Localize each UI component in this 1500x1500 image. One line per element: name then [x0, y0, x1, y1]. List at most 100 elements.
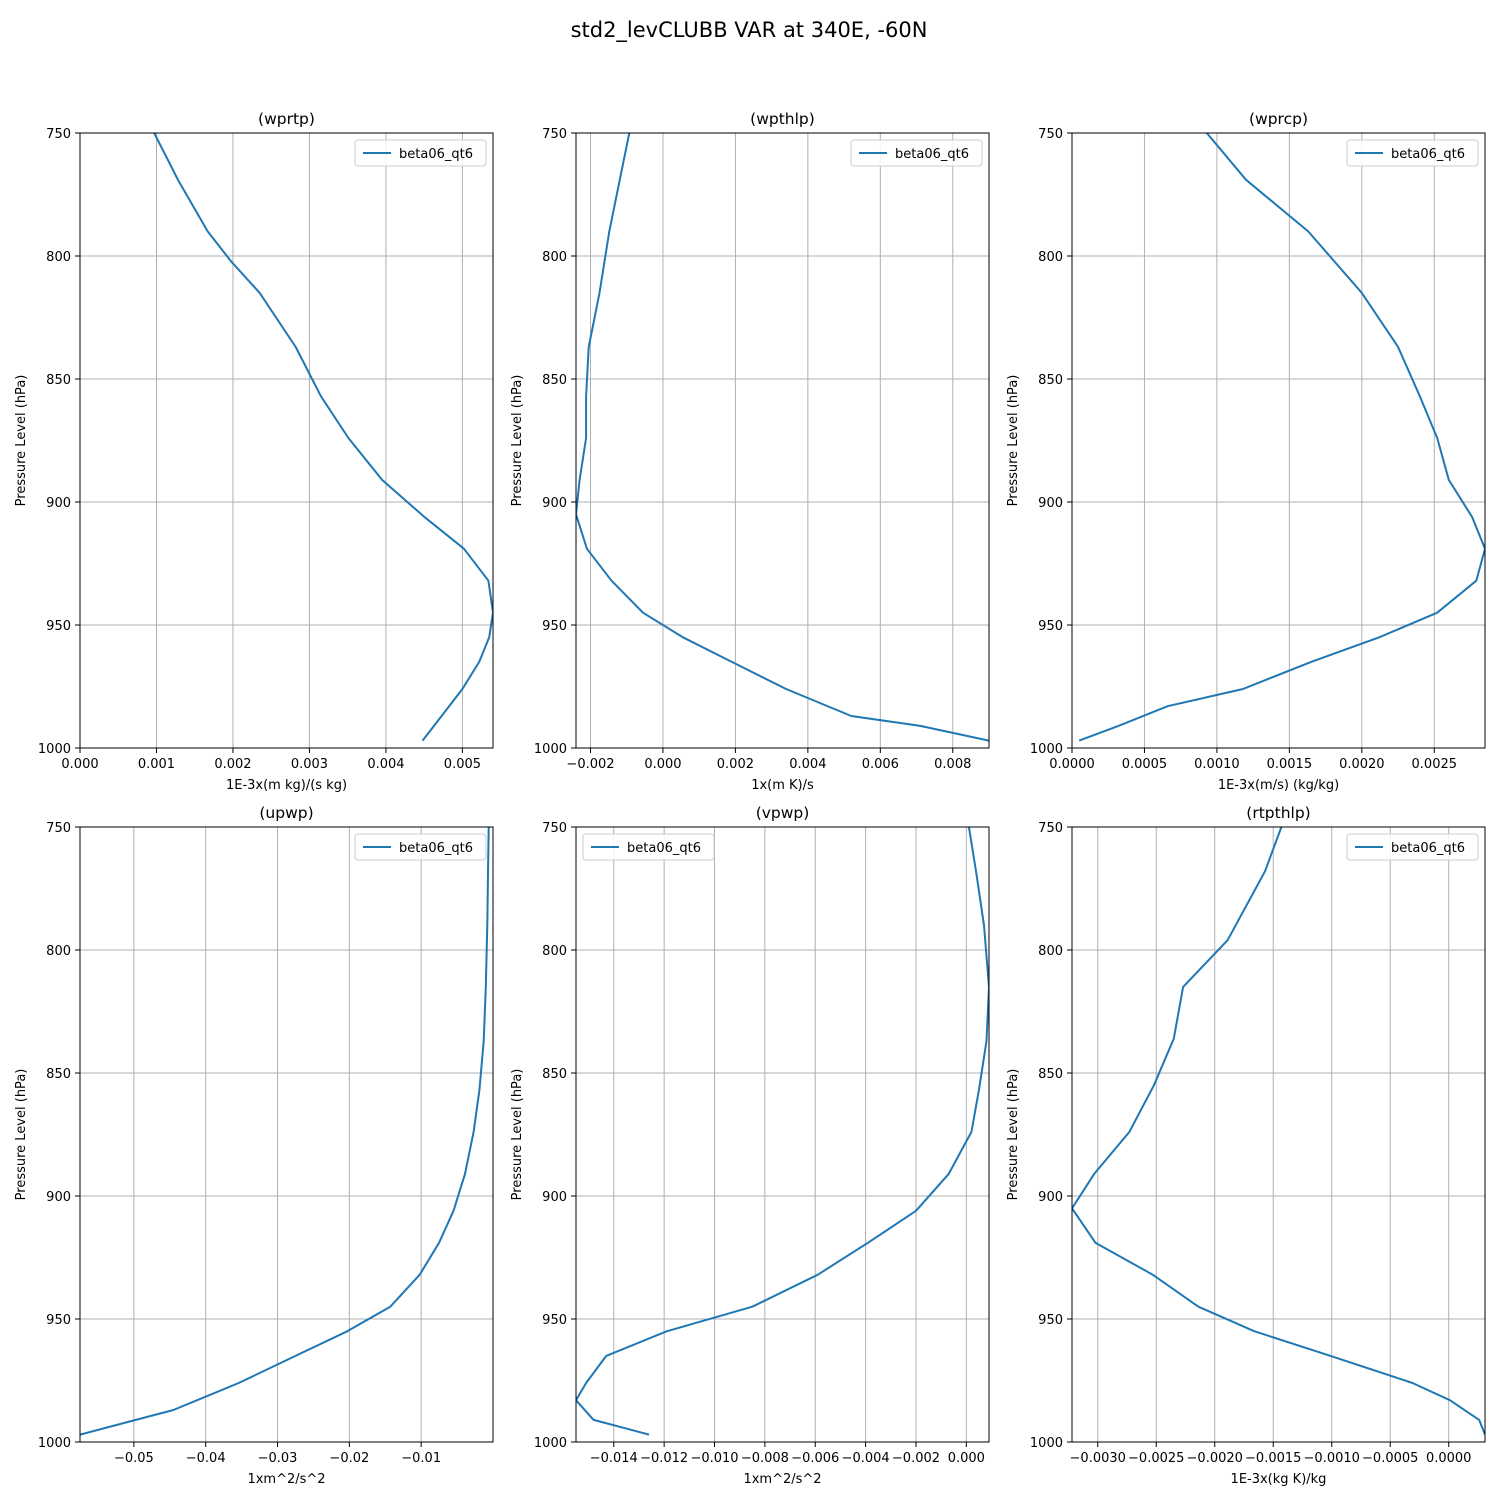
- legend-box: [354, 139, 487, 167]
- y-tick-label: 800: [46, 944, 71, 959]
- y-axis-label: Pressure Level (hPa): [14, 1069, 29, 1201]
- y-tick-label: 950: [1038, 619, 1063, 634]
- y-tick-label: 900: [1038, 496, 1063, 511]
- y-tick-label: 950: [1038, 1313, 1063, 1328]
- x-tick-label: 0.004: [789, 757, 826, 772]
- y-tick-label: 1000: [38, 742, 71, 757]
- x-tick-label: 0.0020: [1339, 757, 1385, 772]
- chart-panel: −0.0030 −0.0025 −0.0020 −0.0015 −0.0010 −0.00…: [1006, 804, 1486, 1487]
- axes-frame: [79, 132, 494, 749]
- chart-title: (rtpthlp): [1246, 804, 1310, 822]
- y-tick-label: 800: [542, 250, 567, 265]
- x-tick-label: 0.006: [862, 757, 899, 772]
- y-tick-label: 850: [542, 373, 567, 388]
- y-tick-label: 950: [542, 619, 567, 634]
- axes-frame: [79, 826, 494, 1443]
- y-tick-label: 1000: [1030, 742, 1063, 757]
- legend-label: beta06_qt6: [399, 147, 473, 162]
- figure-suptitle: std2_levCLUBB VAR at 340E, -60N: [571, 18, 928, 43]
- x-tick-label: −0.04: [186, 1451, 226, 1466]
- legend: beta06_qt6: [354, 833, 487, 861]
- series-line: [1078, 133, 1485, 742]
- x-tick-label: −0.006: [791, 1451, 839, 1466]
- x-tick-label: −0.002: [566, 757, 614, 772]
- legend-box: [1346, 833, 1479, 861]
- x-tick-label: 0.0010: [1194, 757, 1240, 772]
- y-tick-label: 900: [46, 1190, 71, 1205]
- x-tick-label: 0.0015: [1267, 757, 1313, 772]
- x-tick-label: −0.002: [892, 1451, 940, 1466]
- x-tick-label: 0.002: [717, 757, 754, 772]
- x-tick-label: 0.005: [444, 757, 481, 772]
- x-tick-label: 0.004: [367, 757, 404, 772]
- x-axis-label: 1xm^2/s^2: [743, 1472, 821, 1487]
- series-line: [576, 133, 989, 742]
- x-tick-label: 0.000: [644, 757, 681, 772]
- x-tick-label: −0.0020: [1187, 1451, 1243, 1466]
- series-line: [80, 827, 490, 1436]
- x-axis-label: 1x(m K)/s: [751, 778, 814, 793]
- x-tick-label: −0.05: [114, 1451, 154, 1466]
- y-axis-label: Pressure Level (hPa): [1006, 375, 1021, 507]
- y-axis-label: Pressure Level (hPa): [510, 375, 525, 507]
- chart-title: (wprtp): [258, 110, 315, 128]
- axes-frame: [1071, 826, 1486, 1443]
- y-tick-label: 900: [1038, 1190, 1063, 1205]
- legend-box: [850, 139, 983, 167]
- x-axis-label: 1xm^2/s^2: [247, 1472, 325, 1487]
- x-tick-label: −0.004: [842, 1451, 890, 1466]
- y-axis-label: Pressure Level (hPa): [510, 1069, 525, 1201]
- y-tick-label: 900: [542, 1190, 567, 1205]
- x-tick-label: −0.0015: [1245, 1451, 1301, 1466]
- chart-panel: −0.002 0.000 0.002 0.004 0.006 0.008 750 800 850…: [510, 110, 990, 793]
- y-tick-label: 900: [542, 496, 567, 511]
- y-tick-label: 1000: [1030, 1436, 1063, 1451]
- x-tick-label: 0.008: [934, 757, 971, 772]
- y-tick-label: 850: [1038, 1067, 1063, 1082]
- x-tick-label: −0.03: [258, 1451, 298, 1466]
- y-tick-label: 800: [1038, 944, 1063, 959]
- y-tick-label: 750: [1038, 821, 1063, 836]
- legend-box: [582, 833, 715, 861]
- x-tick-label: −0.0025: [1128, 1451, 1184, 1466]
- legend: beta06_qt6: [850, 139, 983, 167]
- x-axis-label: 1E-3x(kg K)/kg: [1231, 1472, 1327, 1487]
- legend-label: beta06_qt6: [1391, 147, 1465, 162]
- legend-label: beta06_qt6: [627, 841, 701, 856]
- x-tick-label: 0.000: [61, 757, 98, 772]
- chart-panel: 0.0000 0.0005 0.0010 0.0015 0.0020 0.0025 750 8…: [1006, 110, 1486, 793]
- x-tick-label: 0.0000: [1426, 1451, 1472, 1466]
- chart-panel: 0.000 0.001 0.002 0.003 0.004 0.005 750 800 850 9…: [14, 110, 494, 793]
- chart-title: (vpwp): [756, 804, 810, 822]
- chart-panel: −0.05 −0.04 −0.03 −0.02 −0.01 750 800 850 900 950…: [14, 804, 494, 1487]
- x-tick-label: 0.003: [291, 757, 328, 772]
- x-axis-label: 1E-3x(m/s) (kg/kg): [1218, 778, 1339, 793]
- legend: beta06_qt6: [582, 833, 715, 861]
- x-tick-label: 0.0005: [1122, 757, 1168, 772]
- legend: beta06_qt6: [1346, 139, 1479, 167]
- legend-label: beta06_qt6: [895, 147, 969, 162]
- y-tick-label: 950: [46, 1313, 71, 1328]
- x-tick-label: −0.012: [640, 1451, 688, 1466]
- y-tick-label: 750: [46, 127, 71, 142]
- legend-label: beta06_qt6: [399, 841, 473, 856]
- x-tick-label: −0.014: [590, 1451, 638, 1466]
- x-axis-label: 1E-3x(m kg)/(s kg): [226, 778, 347, 793]
- x-tick-label: −0.0005: [1362, 1451, 1418, 1466]
- series-line: [153, 133, 493, 742]
- y-tick-label: 1000: [534, 742, 567, 757]
- x-tick-label: −0.01: [401, 1451, 441, 1466]
- x-tick-label: 0.0000: [1049, 757, 1095, 772]
- y-tick-label: 850: [1038, 373, 1063, 388]
- series-line: [576, 827, 989, 1436]
- legend-label: beta06_qt6: [1391, 841, 1465, 856]
- y-tick-label: 1000: [534, 1436, 567, 1451]
- y-tick-label: 850: [46, 373, 71, 388]
- axes-frame: [575, 826, 990, 1443]
- axes-frame: [1071, 132, 1486, 749]
- legend: beta06_qt6: [1346, 833, 1479, 861]
- y-tick-label: 1000: [38, 1436, 71, 1451]
- x-tick-label: −0.02: [329, 1451, 369, 1466]
